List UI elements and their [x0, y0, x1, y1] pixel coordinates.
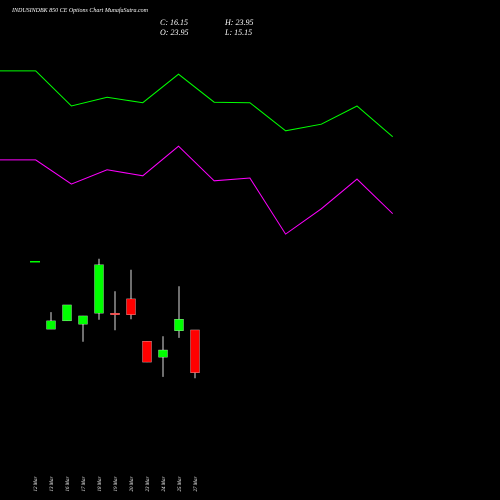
candle-body	[62, 304, 72, 322]
x-tick-label: 20 Mar	[130, 477, 135, 492]
candle-body	[30, 260, 40, 263]
x-tick-label: 19 Mar	[114, 477, 119, 492]
candle-body	[174, 319, 184, 331]
candle-body	[158, 349, 168, 358]
candle-body	[190, 329, 200, 373]
x-tick-label: 17 Mar	[82, 477, 87, 492]
stat: C: 16.15	[160, 18, 188, 27]
x-tick-label: 24 Mar	[162, 477, 167, 492]
indicator-line	[0, 70, 394, 138]
x-tick-label: 12 Mar	[34, 477, 39, 492]
indicator-line	[0, 145, 394, 235]
x-tick-label: 23 Mar	[146, 477, 151, 492]
candle-body	[94, 264, 104, 314]
x-tick-label: 25 Mar	[178, 477, 183, 492]
stat: H: 23.95	[224, 18, 253, 27]
candle-body	[46, 320, 56, 330]
candle-body	[142, 341, 152, 363]
candle-body	[78, 315, 88, 325]
stat: O: 23.95	[160, 28, 188, 37]
x-tick-label: 13 Mar	[50, 477, 55, 492]
chart-title: INDUSINDBK 850 CE Options Chart MunafaSu…	[11, 7, 149, 14]
stat: L: 15.15	[224, 28, 252, 37]
candle-body	[126, 298, 136, 315]
x-tick-label: 27 Mar	[194, 477, 199, 492]
x-tick-label: 16 Mar	[66, 477, 71, 492]
x-tick-label: 18 Mar	[98, 477, 103, 492]
candle-body	[110, 313, 120, 315]
